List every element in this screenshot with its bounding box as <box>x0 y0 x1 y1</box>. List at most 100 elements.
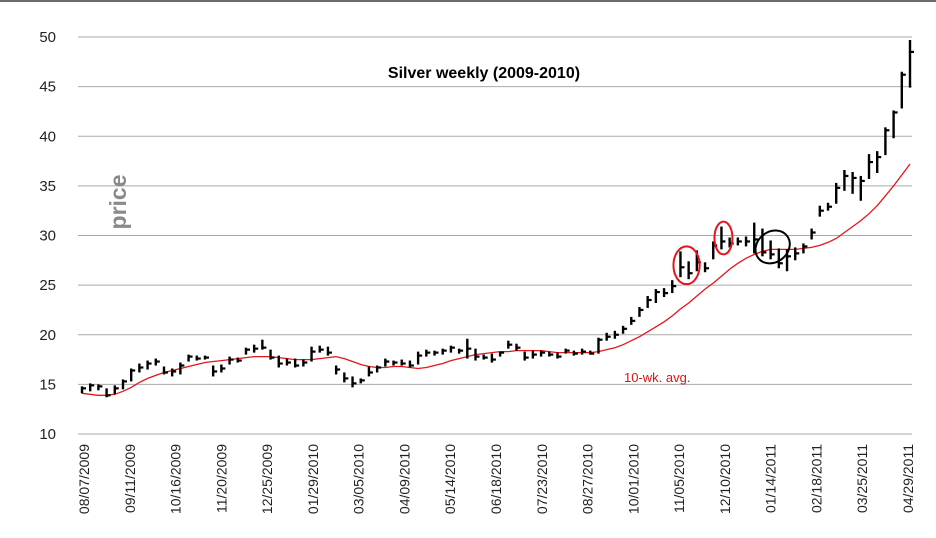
price-bar <box>252 344 259 353</box>
price-bar <box>195 355 201 361</box>
price-bar <box>761 228 767 257</box>
price-bar <box>220 364 226 373</box>
price-bar <box>351 376 357 388</box>
red-highlight-circle <box>672 245 701 286</box>
y-axis-label: price <box>105 175 131 230</box>
price-bar <box>654 289 660 303</box>
price-bar <box>244 347 250 355</box>
x-tick-label: 08/27/2010 <box>580 444 596 514</box>
y-tick-label: 25 <box>39 277 56 294</box>
price-bar <box>228 356 234 365</box>
price-bar <box>507 340 513 349</box>
price-bar <box>88 383 95 392</box>
price-bar <box>523 351 529 361</box>
price-bar <box>515 343 521 351</box>
x-tick-label: 11/05/2010 <box>671 444 687 513</box>
price-bar <box>474 348 480 361</box>
price-bar <box>318 345 324 353</box>
price-bar <box>826 202 833 211</box>
price-bar <box>326 346 332 356</box>
price-bar <box>498 351 505 357</box>
price-bar <box>269 349 275 360</box>
price-bar <box>539 350 546 357</box>
x-tick-label: 05/14/2010 <box>442 444 458 514</box>
price-bar <box>900 71 906 109</box>
price-bar <box>580 348 587 355</box>
average-line <box>81 163 911 396</box>
price-bar <box>416 351 423 365</box>
price-bar <box>97 384 103 391</box>
price-bar <box>466 338 472 359</box>
price-bar <box>777 248 783 269</box>
highlight-circles <box>672 220 791 286</box>
price-bar <box>835 182 841 204</box>
price-bar <box>261 339 267 350</box>
x-tick-label: 01/14/2011 <box>763 444 779 513</box>
price-bars-series <box>80 39 914 398</box>
price-bar <box>892 110 898 139</box>
gridlines <box>78 36 912 435</box>
red-highlight-circle <box>713 220 734 256</box>
y-axis-tick-labels: 10 15 20 25 30 35 40 45 50 <box>39 29 56 443</box>
black-highlight-ellipse <box>754 229 791 265</box>
x-axis-tick-labels: 08/07/2009 09/11/2009 10/16/2009 11/20/2009… <box>76 444 916 514</box>
price-bar <box>375 365 382 373</box>
price-bar <box>425 349 431 357</box>
x-tick-label: 02/18/2011 <box>808 444 824 513</box>
price-bar <box>556 352 562 359</box>
price-bar <box>736 237 742 246</box>
y-tick-label: 35 <box>39 178 56 195</box>
x-tick-label: 11/20/2009 <box>213 444 229 513</box>
price-bar <box>129 368 136 382</box>
price-bar <box>548 351 554 357</box>
price-bar <box>753 222 759 254</box>
price-bar <box>359 378 365 384</box>
price-bar <box>572 350 578 356</box>
y-tick-label: 50 <box>39 29 56 46</box>
price-bar <box>687 261 693 280</box>
price-bar <box>843 169 849 191</box>
moving-average-series <box>81 163 911 396</box>
price-bar <box>490 353 496 363</box>
price-bar <box>80 386 86 394</box>
price-bar <box>236 357 242 363</box>
price-bar <box>441 348 447 355</box>
x-tick-label: 07/23/2010 <box>534 444 550 514</box>
price-bar <box>482 354 488 360</box>
x-tick-label: 03/25/2011 <box>854 444 870 513</box>
price-bar <box>613 330 619 339</box>
x-tick-label: 09/11/2009 <box>122 444 138 513</box>
x-tick-label: 10/01/2010 <box>625 444 641 514</box>
price-bar <box>671 280 677 294</box>
price-bar <box>367 366 373 377</box>
x-tick-label: 04/09/2010 <box>396 444 412 514</box>
x-tick-label: 04/29/2011 <box>900 444 916 513</box>
price-bar <box>384 358 390 367</box>
price-bar <box>908 39 914 88</box>
y-tick-label: 20 <box>39 327 56 344</box>
y-tick-label: 15 <box>39 376 56 393</box>
price-bar <box>621 325 628 334</box>
price-bar <box>433 350 439 356</box>
x-tick-label: 10/16/2009 <box>168 444 184 514</box>
x-tick-label: 06/18/2010 <box>488 444 504 514</box>
x-tick-label: 03/05/2010 <box>351 444 367 514</box>
price-bar <box>211 365 218 377</box>
price-bar <box>449 345 455 353</box>
chart-title: Silver weekly (2009-2010) <box>388 65 580 82</box>
price-bar <box>589 350 595 355</box>
price-bar <box>457 348 464 354</box>
price-bar <box>187 354 193 362</box>
price-bar <box>605 332 611 341</box>
price-bar <box>162 366 168 375</box>
price-bar <box>794 247 800 261</box>
price-bar <box>679 251 685 278</box>
price-bar <box>638 306 644 317</box>
price-bar <box>285 358 291 366</box>
price-bar <box>662 288 669 298</box>
price-bar <box>154 358 160 366</box>
price-bar <box>867 154 874 179</box>
top-border-line <box>0 0 936 2</box>
price-bar <box>179 362 185 375</box>
price-bar <box>859 175 865 201</box>
